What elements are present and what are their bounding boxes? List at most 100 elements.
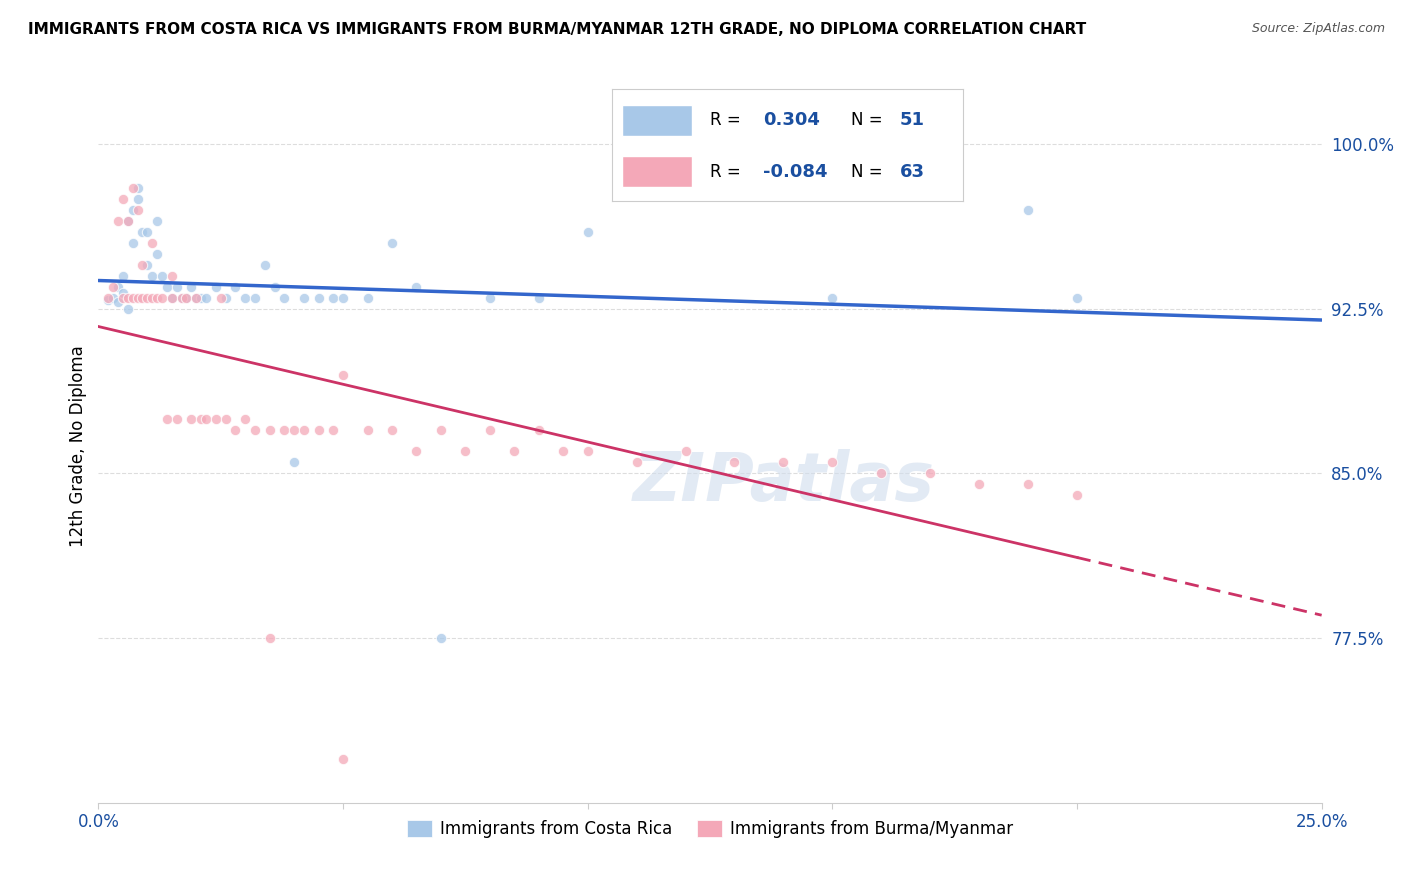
- Point: [527, 291, 550, 305]
- Point: [121, 181, 143, 195]
- Point: [205, 411, 228, 425]
- Point: [1017, 477, 1039, 491]
- Point: [117, 214, 139, 228]
- Point: [381, 235, 404, 250]
- Point: [205, 280, 228, 294]
- Point: [166, 280, 188, 294]
- Point: [107, 280, 129, 294]
- Point: [146, 214, 169, 228]
- Point: [176, 291, 198, 305]
- Point: [209, 291, 232, 305]
- Point: [259, 423, 281, 437]
- Point: [356, 423, 378, 437]
- Point: [170, 291, 193, 305]
- Point: [214, 411, 236, 425]
- Point: [292, 291, 315, 305]
- Point: [381, 423, 404, 437]
- Point: [233, 411, 256, 425]
- Point: [127, 291, 149, 305]
- Point: [259, 631, 281, 645]
- Text: -0.084: -0.084: [763, 162, 827, 181]
- Point: [1017, 202, 1039, 217]
- Point: [176, 291, 198, 305]
- Point: [675, 444, 697, 458]
- FancyBboxPatch shape: [621, 104, 693, 136]
- Point: [214, 291, 236, 305]
- Point: [170, 291, 193, 305]
- Point: [97, 291, 120, 305]
- Point: [283, 455, 305, 469]
- Text: ZIPatlas: ZIPatlas: [633, 449, 935, 515]
- Point: [136, 258, 159, 272]
- Point: [117, 214, 139, 228]
- Point: [263, 280, 285, 294]
- Point: [127, 202, 149, 217]
- Point: [233, 291, 256, 305]
- Point: [111, 286, 134, 301]
- Point: [527, 423, 550, 437]
- Point: [156, 411, 179, 425]
- Point: [224, 423, 246, 437]
- Point: [920, 467, 942, 481]
- Point: [356, 291, 378, 305]
- Point: [121, 235, 143, 250]
- Text: IMMIGRANTS FROM COSTA RICA VS IMMIGRANTS FROM BURMA/MYANMAR 12TH GRADE, NO DIPLO: IMMIGRANTS FROM COSTA RICA VS IMMIGRANTS…: [28, 22, 1087, 37]
- Point: [576, 444, 599, 458]
- Point: [253, 258, 276, 272]
- Point: [166, 411, 188, 425]
- Legend: Immigrants from Costa Rica, Immigrants from Burma/Myanmar: Immigrants from Costa Rica, Immigrants f…: [399, 813, 1021, 845]
- Point: [332, 368, 354, 382]
- Point: [160, 268, 183, 283]
- Point: [283, 423, 305, 437]
- Text: Source: ZipAtlas.com: Source: ZipAtlas.com: [1251, 22, 1385, 36]
- Point: [160, 291, 183, 305]
- Point: [273, 291, 295, 305]
- Point: [195, 411, 218, 425]
- Point: [322, 423, 344, 437]
- Point: [107, 295, 129, 310]
- Point: [131, 225, 153, 239]
- Point: [101, 280, 124, 294]
- Point: [1066, 291, 1088, 305]
- Point: [121, 202, 143, 217]
- Point: [136, 225, 159, 239]
- Point: [186, 291, 208, 305]
- Point: [243, 423, 266, 437]
- Point: [141, 268, 163, 283]
- Point: [723, 455, 745, 469]
- Point: [180, 280, 202, 294]
- Point: [150, 291, 173, 305]
- Point: [146, 247, 169, 261]
- Point: [292, 423, 315, 437]
- Point: [146, 291, 169, 305]
- Point: [322, 291, 344, 305]
- Point: [160, 291, 183, 305]
- Point: [405, 280, 427, 294]
- Point: [127, 181, 149, 195]
- Point: [141, 291, 163, 305]
- Point: [576, 225, 599, 239]
- Point: [131, 258, 153, 272]
- Point: [150, 268, 173, 283]
- Point: [111, 291, 134, 305]
- Point: [430, 631, 453, 645]
- Point: [308, 423, 330, 437]
- Point: [1066, 488, 1088, 502]
- Text: 0.304: 0.304: [763, 112, 820, 129]
- Point: [190, 411, 212, 425]
- Y-axis label: 12th Grade, No Diploma: 12th Grade, No Diploma: [69, 345, 87, 547]
- Point: [141, 235, 163, 250]
- Point: [454, 444, 477, 458]
- Point: [821, 291, 844, 305]
- Point: [870, 467, 893, 481]
- Text: N =: N =: [851, 162, 887, 181]
- Point: [967, 477, 990, 491]
- Text: R =: R =: [710, 162, 747, 181]
- Point: [626, 455, 648, 469]
- Point: [503, 444, 526, 458]
- Point: [224, 280, 246, 294]
- Point: [332, 291, 354, 305]
- Point: [107, 214, 129, 228]
- Point: [117, 301, 139, 316]
- Point: [101, 291, 124, 305]
